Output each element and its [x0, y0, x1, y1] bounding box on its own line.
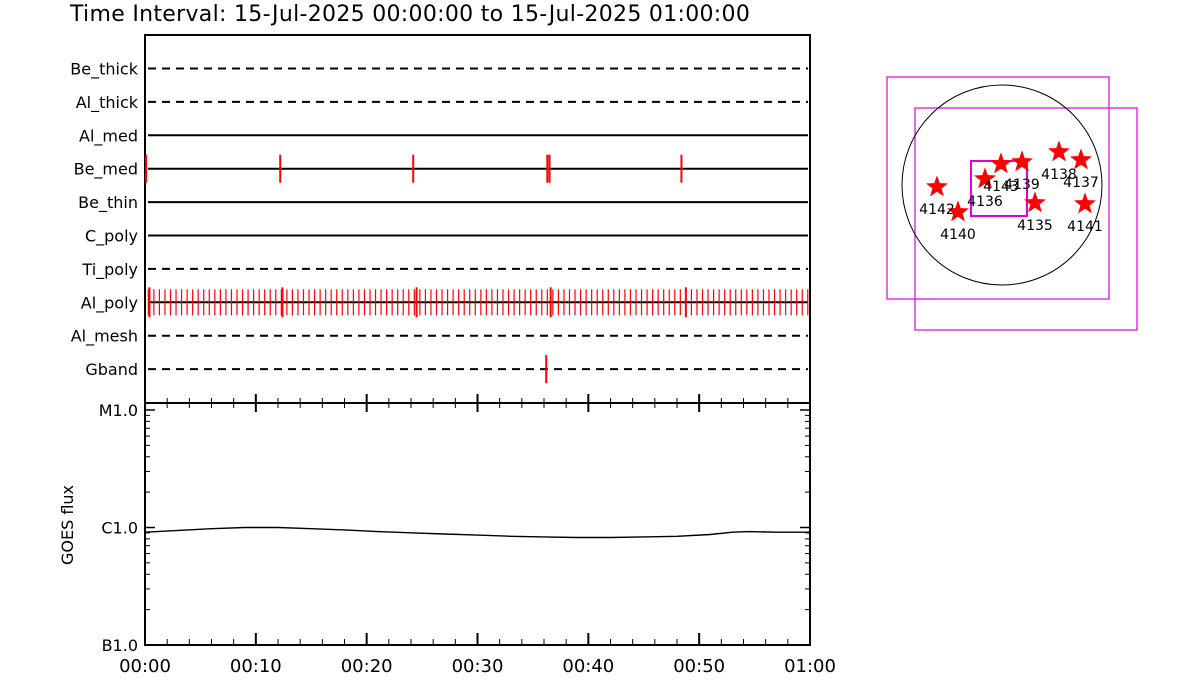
active-region-marker	[1073, 192, 1097, 214]
x-tick-label: 00:50	[673, 656, 725, 677]
active-region-label: 4137	[1063, 175, 1099, 191]
x-tick-label: 00:10	[230, 656, 282, 677]
solar-disk	[901, 84, 1103, 286]
active-region-label: 4135	[1017, 218, 1053, 234]
x-tick-label: 00:20	[341, 656, 393, 677]
active-region-marker	[973, 167, 997, 189]
goes-y-tick-label: B1.0	[102, 636, 138, 655]
active-region-label: 4140	[940, 227, 976, 243]
timeline-row-label: Ti_poly	[81, 260, 138, 280]
x-tick-label: 01:00	[784, 656, 836, 677]
goes-flux-line	[144, 526, 810, 539]
field-of-view-box	[914, 107, 1138, 331]
timeline-row-label: Be_thick	[70, 60, 138, 80]
timeline-row-label: C_poly	[85, 227, 138, 247]
timeline-row-label: Be_thin	[78, 193, 138, 213]
timeline-row-label: Al_med	[79, 126, 138, 146]
x-tick-label: 00:30	[452, 656, 504, 677]
active-region-marker	[989, 152, 1013, 174]
timeline-row-label: Al_thick	[76, 93, 139, 113]
active-region-label: 4136	[967, 194, 1003, 210]
goes-y-tick-label: M1.0	[99, 401, 138, 420]
timeline-row-label: Al_mesh	[71, 327, 138, 347]
active-region-marker	[1047, 140, 1071, 162]
goes-y-tick-label: C1.0	[101, 519, 138, 538]
active-region-marker	[946, 200, 970, 222]
x-tick-label: 00:00	[119, 656, 171, 677]
field-of-view-box	[886, 76, 1110, 300]
active-region-marker	[1023, 191, 1047, 213]
active-region-marker	[925, 175, 949, 197]
active-region-label: 4141	[1067, 219, 1103, 235]
active-region-label: 4138	[1041, 167, 1077, 183]
goes-y-axis-label: GOES flux	[58, 485, 77, 565]
active-region-label: 4139	[1004, 177, 1040, 193]
active-region-marker	[1069, 148, 1093, 170]
goes-plot-frame	[144, 402, 811, 646]
active-region-label: 4143	[983, 179, 1019, 195]
active-region-marker	[1010, 150, 1034, 172]
active-region-label: 4142	[919, 202, 955, 218]
time-interval-title: Time Interval: 15-Jul-2025 00:00:00 to 1…	[70, 2, 751, 27]
timeline-row-label: Gband	[85, 360, 138, 379]
timeline-row-label: Be_med	[74, 160, 138, 180]
timeline-row-label: Al_poly	[81, 293, 138, 313]
timeline-frame	[144, 34, 811, 404]
x-tick-label: 00:40	[562, 656, 614, 677]
